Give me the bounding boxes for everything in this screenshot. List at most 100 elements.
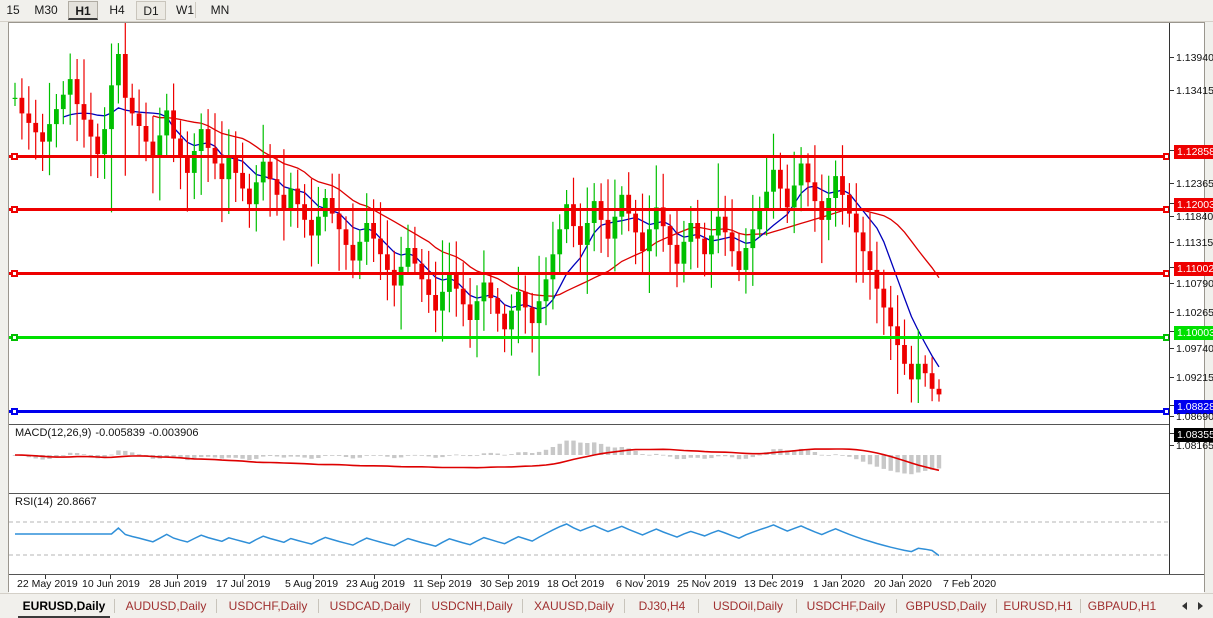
date-tick [441, 575, 442, 579]
price-tag-1.08828[interactable]: 1.08828 [1174, 400, 1213, 414]
candle [164, 93, 170, 158]
price-tag-1.10003[interactable]: 1.10003 [1174, 326, 1213, 340]
macd-histogram-bar [936, 455, 942, 469]
rsi-pane[interactable]: RSI(14) 20.8667 [9, 493, 1169, 574]
timeframe-mn[interactable]: MN [210, 3, 230, 17]
macd-histogram-bar [247, 455, 252, 460]
macd-histogram-bar [509, 454, 514, 455]
level-anchor[interactable] [11, 408, 18, 415]
candle [95, 123, 101, 178]
macd-histogram-bar [419, 455, 424, 456]
candle [674, 210, 680, 288]
macd-histogram-bar [357, 455, 362, 458]
chart-tab-eurusd-h1[interactable]: EURUSD,H1 [1003, 599, 1073, 613]
macd-histogram-bar [674, 455, 680, 460]
macd-histogram-bar [626, 448, 631, 455]
level-anchor[interactable] [11, 270, 18, 277]
candle [605, 179, 611, 258]
timeframe-h1[interactable]: H1 [68, 1, 98, 20]
price-tag-1.12003[interactable]: 1.12003 [1174, 198, 1213, 212]
candle [495, 288, 501, 332]
price-axis[interactable]: 1.13940 1.13415 1.12858 1.12365 1.12003 1.118… [1169, 23, 1213, 574]
price-tag-1.12858[interactable]: 1.12858 [1174, 145, 1213, 159]
level-anchor[interactable] [11, 206, 18, 213]
macd-pane[interactable]: MACD(12,26,9) -0.005839 -0.003906 [9, 424, 1169, 493]
chart-tab-dj30-h4[interactable]: DJ30,H4 [638, 599, 686, 613]
macd-histogram-bar [667, 455, 673, 457]
candle [536, 255, 542, 376]
chart-tab-gbpusd-daily[interactable]: GBPUSD,Daily [905, 599, 987, 613]
timeframe-d1[interactable]: D1 [136, 1, 166, 20]
candle [274, 155, 280, 216]
timeframe-h4[interactable]: H4 [109, 3, 125, 17]
macd-histogram-bar [33, 455, 38, 459]
candle [191, 133, 197, 200]
macd-histogram-bar [702, 455, 707, 459]
candle [240, 142, 245, 202]
chart-tab-gbpaud-h1[interactable]: GBPAUD,H1 [1087, 599, 1157, 613]
date-label: 25 Nov 2019 [677, 578, 737, 590]
macd-histogram-bar [598, 443, 604, 455]
candle [853, 183, 859, 283]
date-tick [177, 575, 178, 579]
level-line-1.10003[interactable] [9, 334, 1172, 341]
price-tick [1170, 445, 1174, 446]
macd-histogram-bar [440, 455, 445, 458]
tabs-scroll-right[interactable] [1197, 600, 1207, 612]
level-anchor[interactable] [11, 153, 18, 160]
chart-tab-usdcnh-daily[interactable]: USDCNH,Daily [431, 599, 513, 613]
tab-divider [114, 599, 115, 613]
candle [47, 82, 52, 176]
macd-histogram-bar [571, 440, 576, 455]
timeframe-w1[interactable]: W1 [176, 3, 194, 17]
candle [529, 292, 535, 353]
date-label: 30 Sep 2019 [480, 578, 540, 590]
macd-histogram-bar [392, 455, 397, 459]
date-tick [244, 575, 245, 579]
candle [474, 285, 480, 358]
macd-histogram-bar [164, 455, 169, 457]
candle [88, 92, 94, 177]
macd-histogram-bar [709, 455, 714, 459]
price-tag-1.11002[interactable]: 1.11002 [1174, 262, 1213, 276]
candle [419, 249, 425, 302]
chart-area[interactable]: ▲EURUSD,Daily1.08478 1.08534 1.08267 1.0… [8, 22, 1213, 593]
candle [150, 116, 156, 194]
timeframe-m30[interactable]: M30 [34, 3, 58, 17]
candlestick-plot [12, 23, 942, 403]
timeframe-15[interactable]: 15 [6, 3, 20, 17]
chart-tab-usdchf-daily[interactable]: USDCHF,Daily [806, 599, 886, 613]
price-tag-1.08355[interactable]: 1.08355 [1174, 428, 1213, 442]
macd-histogram-bar [130, 452, 135, 455]
macd-histogram-bar [316, 455, 321, 458]
macd-histogram-bar [929, 455, 935, 470]
candle [867, 213, 873, 300]
price-tick [1170, 183, 1174, 184]
chart-tab-usdchf-daily[interactable]: USDCHF,Daily [228, 599, 308, 613]
level-line-1.11002[interactable] [9, 270, 1172, 277]
candle [109, 43, 114, 213]
level-line-1.12003[interactable] [9, 206, 1172, 213]
chart-tab-usdcad-daily[interactable]: USDCAD,Daily [329, 599, 411, 613]
tabs-scroll-left[interactable] [1180, 600, 1190, 612]
macd-histogram-bar [840, 455, 845, 456]
price-pane[interactable] [9, 23, 1169, 423]
candle [722, 195, 728, 256]
candle [778, 152, 783, 211]
macd-histogram-bar [219, 455, 225, 459]
candle [364, 193, 370, 265]
macd-histogram-bar [530, 453, 535, 455]
price-label-1.13415: 1.13415 [1176, 85, 1213, 97]
level-anchor[interactable] [11, 334, 18, 341]
candle [81, 59, 87, 148]
chart-tab-usdoil-daily[interactable]: USDOil,Daily [712, 599, 783, 613]
macd-histogram-bar [502, 454, 507, 456]
price-label-1.09740: 1.09740 [1176, 343, 1213, 355]
macd-histogram-bar [654, 453, 659, 455]
level-line-1.08828[interactable] [9, 408, 1172, 415]
price-tick [1170, 267, 1174, 268]
level-line-1.12858[interactable] [9, 153, 1172, 160]
chart-tab-audusd-daily[interactable]: AUDUSD,Daily [125, 599, 207, 613]
chart-tab-xauusd-daily[interactable]: XAUUSD,Daily [533, 599, 614, 613]
chart-tab-eurusd-daily[interactable]: EURUSD,Daily [18, 596, 110, 618]
